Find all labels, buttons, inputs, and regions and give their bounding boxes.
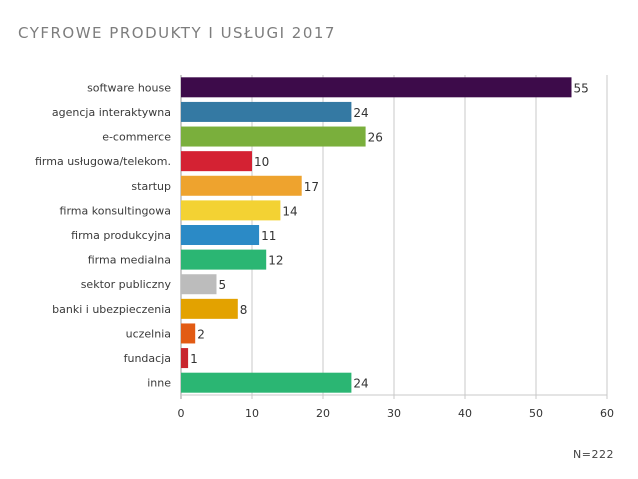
sample-size-note: N=222 <box>573 448 614 461</box>
category-label: inne <box>147 377 171 390</box>
value-label: 10 <box>254 155 269 169</box>
value-label: 24 <box>353 377 368 391</box>
bar <box>181 101 352 122</box>
category-label: e-commerce <box>102 131 171 144</box>
bar <box>181 274 217 295</box>
category-label: startup <box>131 180 171 193</box>
category-label: sektor publiczny <box>81 278 172 291</box>
value-label: 5 <box>219 278 227 292</box>
bar <box>181 175 302 196</box>
category-label: firma medialna <box>88 254 171 267</box>
value-label: 26 <box>368 131 383 145</box>
bar <box>181 225 260 245</box>
category-label: uczelnia <box>126 327 171 340</box>
bar <box>181 348 189 369</box>
bar <box>181 200 281 221</box>
category-label: banki i ubezpieczenia <box>52 303 171 316</box>
x-tick-label: 30 <box>387 407 401 420</box>
value-label: 11 <box>261 229 276 243</box>
bar <box>181 151 252 172</box>
category-label: firma produkcyjna <box>71 229 171 242</box>
x-tick-label: 40 <box>458 407 472 420</box>
x-tick-label: 10 <box>245 407 259 420</box>
bar <box>181 249 267 270</box>
category-label: agencja interaktywna <box>52 106 171 119</box>
value-label: 1 <box>190 352 198 366</box>
bar <box>181 126 366 147</box>
x-tick-label: 0 <box>178 407 185 420</box>
x-tick-label: 60 <box>600 407 614 420</box>
value-label: 55 <box>574 81 589 95</box>
x-tick-label: 50 <box>529 407 543 420</box>
category-label: software house <box>87 81 171 94</box>
category-label: fundacja <box>124 352 171 365</box>
value-label: 2 <box>197 327 205 341</box>
value-label: 8 <box>240 303 248 317</box>
chart-title: CYFROWE PRODUKTY I USŁUGI 2017 <box>18 24 336 42</box>
value-label: 17 <box>304 180 319 194</box>
value-label: 12 <box>268 254 283 268</box>
bar <box>181 77 572 98</box>
category-label: firma konsultingowa <box>60 204 171 217</box>
bar <box>181 372 352 393</box>
value-label: 14 <box>282 204 297 218</box>
bar <box>181 323 196 344</box>
bar <box>181 298 238 319</box>
x-tick-label: 20 <box>316 407 330 420</box>
value-label: 24 <box>353 106 368 120</box>
category-label: firma usługowa/telekom. <box>35 155 171 168</box>
